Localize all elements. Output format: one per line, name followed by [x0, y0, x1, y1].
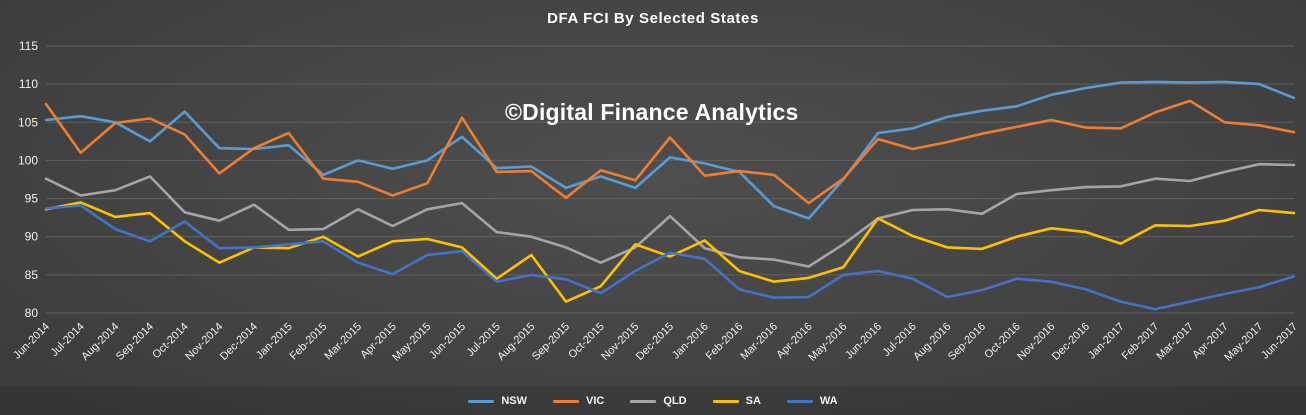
series-line-vic [44, 99, 1296, 205]
legend-swatch-sa [712, 399, 739, 403]
x-tick-label: Sep-2016 [946, 321, 988, 363]
x-tick-label: May-2017 [1222, 321, 1265, 364]
y-tick-label-115: 115 [19, 39, 38, 53]
legend-item-wa: WA [786, 395, 838, 407]
legend-label-wa: WA [819, 395, 838, 407]
legend-swatch-qld [630, 399, 657, 403]
legend-swatch-nsw [468, 399, 495, 403]
watermark-text: ©Digital Finance Analytics [505, 99, 799, 125]
chart-title: DFA FCI By Selected States [547, 10, 759, 27]
x-tick-label: Dec-2015 [634, 321, 676, 363]
series-line-wa [44, 204, 1296, 311]
x-tick-label: Jun-2015 [427, 321, 468, 362]
chart-legend: NSW VIC QLD SA WA [0, 387, 1306, 415]
legend-swatch-vic [553, 399, 580, 403]
series-line-qld [44, 162, 1296, 268]
x-tick-label: Jun-2014 [11, 321, 52, 362]
legend-label-qld: QLD [663, 395, 687, 407]
legend-swatch-wa [786, 399, 813, 403]
y-tick-label-90: 90 [25, 230, 39, 244]
y-tick-label-105: 105 [18, 115, 38, 129]
y-tick-label-95: 95 [25, 192, 39, 206]
y-tick-label-85: 85 [25, 268, 39, 282]
x-tick-label: Dec-2016 [1050, 321, 1092, 363]
x-tick-label: May-2015 [390, 321, 433, 364]
y-tick-label-100: 100 [18, 153, 38, 167]
x-tick-label: Mar-2015 [322, 321, 364, 363]
x-tick-label: Jun-2016 [843, 321, 884, 362]
legend-item-vic: VIC [553, 395, 604, 407]
x-tick-label: Mar-2016 [738, 321, 780, 363]
legend-item-sa: SA [712, 395, 761, 407]
x-tick-label: Sep-2015 [530, 321, 572, 363]
x-tick-label: Dec-2014 [218, 321, 260, 363]
x-tick-label: Mar-2017 [1154, 321, 1196, 363]
legend-label-sa: SA [745, 395, 761, 407]
legend-label-nsw: NSW [501, 395, 528, 407]
x-tick-label: Sep-2014 [114, 321, 156, 363]
legend-item-qld: QLD [630, 395, 687, 407]
legend-label-vic: VIC [586, 395, 605, 407]
x-tick-label: May-2016 [806, 321, 849, 364]
y-tick-label-80: 80 [25, 306, 39, 320]
x-tick-label: Jun-2017 [1259, 321, 1300, 362]
legend-item-nsw: NSW [468, 395, 527, 407]
y-tick-label-110: 110 [19, 77, 38, 91]
